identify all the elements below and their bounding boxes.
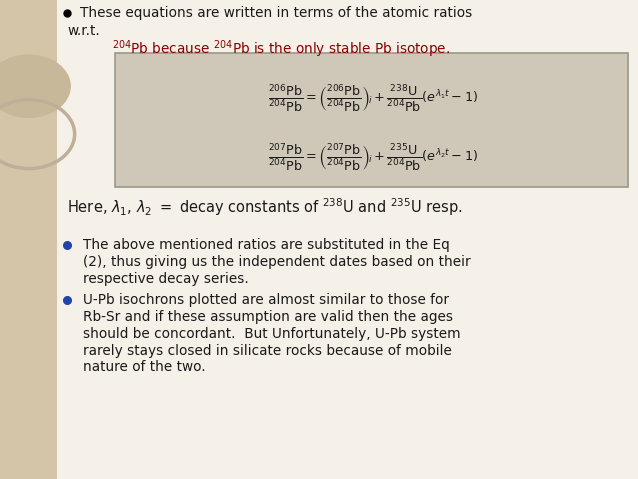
Text: The above mentioned ratios are substituted in the Eq: The above mentioned ratios are substitut… [83,238,450,252]
Text: w.r.t.: w.r.t. [67,24,100,38]
Text: Rb-Sr and if these assumption are valid then the ages: Rb-Sr and if these assumption are valid … [83,310,453,324]
FancyBboxPatch shape [115,53,628,187]
Text: $^{204}$Pb because $^{204}$Pb is the only stable Pb isotope.: $^{204}$Pb because $^{204}$Pb is the onl… [112,38,450,60]
Text: rarely stays closed in silicate rocks because of mobile: rarely stays closed in silicate rocks be… [83,343,452,358]
Text: nature of the two.: nature of the two. [83,360,205,375]
Text: (2), thus giving us the independent dates based on their: (2), thus giving us the independent date… [83,255,471,269]
Text: $\dfrac{^{206}\mathrm{Pb}}{^{204}\mathrm{Pb}} = \left(\dfrac{^{206}\mathrm{Pb}}{: $\dfrac{^{206}\mathrm{Pb}}{^{204}\mathrm… [268,82,478,114]
Text: These equations are written in terms of the atomic ratios: These equations are written in terms of … [80,6,472,21]
Circle shape [0,55,70,117]
Text: $\dfrac{^{207}\mathrm{Pb}}{^{204}\mathrm{Pb}} = \left(\dfrac{^{207}\mathrm{Pb}}{: $\dfrac{^{207}\mathrm{Pb}}{^{204}\mathrm… [268,141,478,173]
Text: should be concordant.  But Unfortunately, U-Pb system: should be concordant. But Unfortunately,… [83,327,461,341]
Text: Here, $\lambda_{1}$, $\lambda_{2}$ $=$ decay constants of $^{238}$U and $^{235}$: Here, $\lambda_{1}$, $\lambda_{2}$ $=$ d… [67,196,463,218]
Text: U-Pb isochrons plotted are almost similar to those for: U-Pb isochrons plotted are almost simila… [83,293,449,308]
Text: respective decay series.: respective decay series. [83,272,249,286]
FancyBboxPatch shape [0,0,57,479]
